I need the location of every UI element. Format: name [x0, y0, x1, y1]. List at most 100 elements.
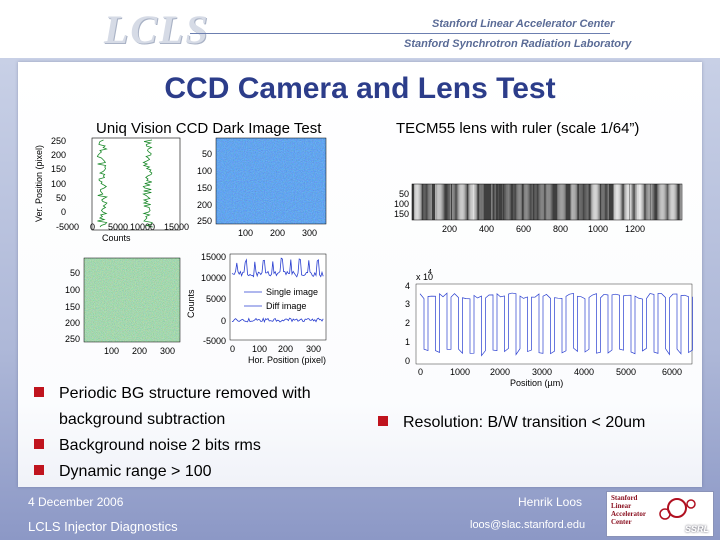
lab-name-slac: Stanford Linear Accelerator Center: [432, 18, 615, 30]
profile-figure: Counts Single image Diff image 15000 100…: [186, 252, 327, 365]
dark-top-xtick: 100: [238, 228, 253, 238]
trace-xtick: 1000: [450, 367, 470, 377]
histogram-ytick: 50: [56, 193, 66, 203]
profile-ytick: 0: [221, 316, 226, 326]
right-heading: TECM55 lens with ruler (scale 1/64”): [396, 120, 640, 137]
dark-top-ytick: 150: [197, 183, 212, 193]
footer-email: loos@slac.stanford.edu: [470, 519, 586, 531]
trace-xtick: 6000: [662, 367, 682, 377]
dark-bottom-xtick: 100: [104, 346, 119, 356]
logo-line: Stanford: [611, 494, 638, 502]
dark-top-ytick: 250: [197, 216, 212, 226]
footer-event: LCLS Injector Diagnostics: [28, 519, 178, 534]
dark-image-bottom-figure: 50 100 150 200 250 100 200 300: [65, 257, 181, 356]
dark-bottom-ytick: 250: [65, 334, 80, 344]
histogram-ylabel: Ver. Position (pixel): [34, 145, 44, 222]
histogram-trace-a: [96, 139, 108, 228]
dark-image-top: [216, 138, 326, 224]
trace-exponent: x 10: [416, 272, 433, 282]
bullet-item: Dynamic range > 100: [30, 459, 360, 485]
profile-xtick: 0: [230, 344, 235, 354]
trace-figure: x 10 4 4 3 2 1 0 0 1000 2000 3000 4000 5…: [405, 269, 693, 388]
profile-xtick: 200: [278, 344, 293, 354]
trace-xtick: 5000: [616, 367, 636, 377]
slide-header: LCLS Stanford Linear Accelerator Center …: [0, 0, 720, 62]
histogram-ytick: 250: [51, 136, 66, 146]
dark-top-xtick: 300: [302, 228, 317, 238]
trace-xtick: 0: [418, 367, 423, 377]
ruler-image: [412, 184, 682, 220]
histogram-figure: Ver. Position (pixel) 250 200 150 100 50…: [34, 136, 189, 243]
ssrl-ring-icon: [659, 498, 696, 520]
profile-xlabel: Hor. Position (pixel): [248, 355, 326, 365]
ruler-xtick: 1000: [588, 224, 608, 234]
ruler-xtick: 400: [479, 224, 494, 234]
profile-ytick: 10000: [201, 273, 226, 283]
profile-diff-trace: [231, 317, 324, 323]
profile-ytick: 15000: [201, 252, 226, 262]
logo-line: Accelerator: [611, 510, 646, 518]
trace-ytick: 0: [405, 356, 410, 366]
dark-bottom-ytick: 200: [65, 318, 80, 328]
bullet-marker: [34, 465, 44, 475]
profile-ytick: 5000: [206, 294, 226, 304]
dark-image-top-figure: 50 100 150 200 250 100 200 300: [197, 137, 327, 238]
legend-diff: Diff image: [266, 301, 306, 311]
profile-ylabel: Counts: [186, 289, 196, 318]
dark-top-xtick: 200: [270, 228, 285, 238]
footer-author: Henrik Loos: [518, 495, 583, 509]
left-heading: Uniq Vision CCD Dark Image Test: [96, 120, 322, 137]
histogram-ytick: 200: [51, 150, 66, 160]
header-rule: [190, 33, 610, 34]
left-bullet-list: Periodic BG structure removed with backg…: [30, 381, 360, 485]
histogram-axes: [91, 137, 181, 231]
legend-single: Single image: [266, 287, 318, 297]
histogram-ytick: 100: [51, 179, 66, 189]
trace-axes: [415, 283, 693, 365]
bullet-marker: [34, 387, 44, 397]
logo-line: Linear: [611, 502, 632, 510]
ruler-xtick: 1200: [625, 224, 645, 234]
histogram-xtick: 15000: [164, 222, 189, 232]
footer-date: 4 December 2006: [28, 495, 124, 509]
bullet-text: Periodic BG structure removed with backg…: [59, 385, 311, 428]
trace-xtick: 3000: [532, 367, 552, 377]
ssrl-mark: SSRL: [684, 524, 709, 534]
trace-ytick: 1: [405, 337, 410, 347]
ruler-ytick: 150: [394, 209, 409, 219]
bullet-text: Resolution: B/W transition < 20um: [403, 414, 646, 431]
trace-ytick: 3: [405, 299, 410, 309]
dark-bottom-ytick: 100: [65, 285, 80, 295]
ruler-xtick: 600: [516, 224, 531, 234]
dark-top-ytick: 100: [197, 166, 212, 176]
dark-bottom-ytick: 150: [65, 302, 80, 312]
histogram-xtick: -5000: [56, 222, 79, 232]
trace-exponent-power: 4: [428, 269, 432, 276]
ruler-ytick: 100: [394, 199, 409, 209]
trace-xlabel: Position (µm): [510, 378, 563, 388]
histogram-xtick: 5000: [108, 222, 128, 232]
histogram-xlabel: Counts: [102, 233, 131, 243]
bullet-text: Background noise 2 bits rms: [59, 437, 261, 454]
histogram-xtick: 0: [90, 222, 95, 232]
ruler-xtick: 800: [553, 224, 568, 234]
histogram-trace-b: [142, 139, 153, 228]
bullet-item: Resolution: B/W transition < 20um: [374, 410, 694, 436]
dark-bottom-xtick: 200: [132, 346, 147, 356]
ruler-xtick: 200: [442, 224, 457, 234]
dark-image-bottom: [84, 258, 180, 342]
dark-top-ytick: 200: [197, 200, 212, 210]
trace-xtick: 2000: [490, 367, 510, 377]
right-bullet-list: Resolution: B/W transition < 20um: [374, 410, 694, 436]
logo-line: Center: [611, 518, 632, 526]
profile-xtick: 100: [252, 344, 267, 354]
trace-ytick: 2: [405, 318, 410, 328]
ruler-ytick: 50: [399, 189, 409, 199]
bullet-text: Dynamic range > 100: [59, 463, 212, 480]
bullet-item: Periodic BG structure removed with backg…: [30, 381, 360, 433]
slac-ssrl-logo: Stanford Linear Accelerator Center SSRL: [606, 491, 714, 537]
dark-bottom-ytick: 50: [70, 268, 80, 278]
trace-line: [419, 292, 693, 357]
lcls-logo: LCLS: [104, 7, 210, 52]
trace-xtick: 4000: [574, 367, 594, 377]
